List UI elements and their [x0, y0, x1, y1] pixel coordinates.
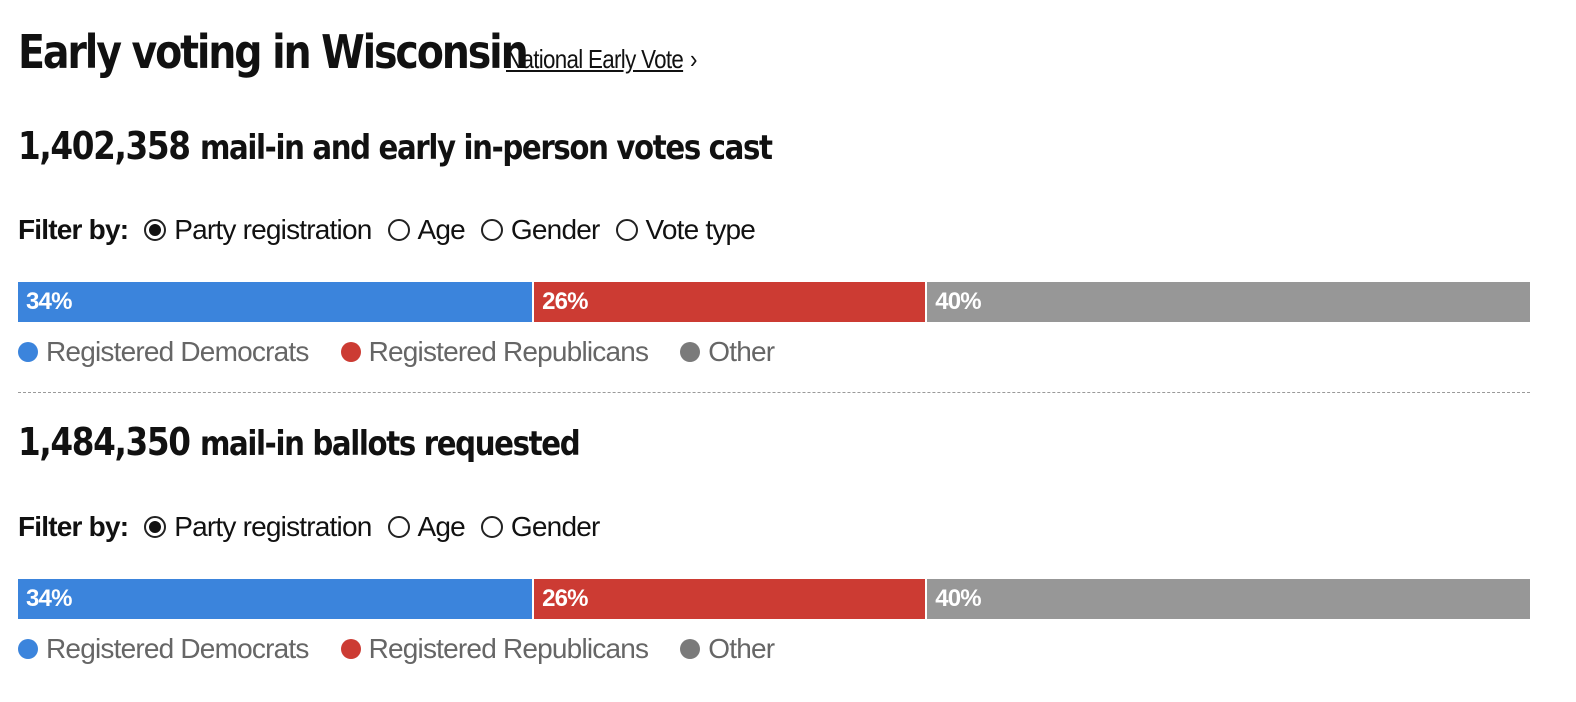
votes-cast-label: mail-in and early in-person votes cast [199, 128, 773, 168]
radio-icon[interactable] [480, 219, 503, 241]
legend-item-democrats: Registered Democrats [18, 336, 309, 368]
filter-option-age[interactable]: Age [387, 511, 466, 543]
legend-label: Registered Democrats [46, 336, 309, 367]
filter-option-gender[interactable]: Gender [480, 511, 600, 543]
filter-option-vote-type[interactable]: Vote type [615, 214, 756, 246]
legend-dot-icon [340, 639, 361, 659]
legend-label: Registered Republicans [368, 633, 649, 664]
radio-icon[interactable] [615, 219, 638, 241]
legend-item-other: Other [680, 633, 775, 665]
bar-segment-republicans: 26% [532, 282, 926, 322]
radio-checked-icon[interactable] [144, 219, 167, 241]
ballots-requested-label: mail-in ballots requested [199, 424, 581, 464]
chevron-right-icon: › [689, 44, 697, 74]
legend-dot-icon [340, 342, 361, 362]
legend-dot-icon [680, 342, 701, 362]
bar-segment-other: 40% [925, 282, 1530, 322]
radio-icon[interactable] [387, 219, 410, 241]
filter-option-party-registration[interactable]: Party registration [144, 511, 372, 543]
legend-item-republicans: Registered Republicans [340, 336, 649, 368]
bar-segment-democrats: 34% [18, 282, 533, 322]
legend-item-other: Other [680, 336, 775, 368]
legend-label: Registered Republicans [368, 336, 649, 367]
legend-label: Other [708, 336, 775, 367]
filter-option-label: Party registration [174, 511, 372, 542]
ballots-requested-count: 1,484,350 [18, 420, 191, 464]
filter-option-label: Gender [510, 214, 600, 245]
bar-segment-other: 40% [925, 579, 1530, 619]
radio-icon[interactable] [387, 516, 410, 538]
filter-option-age[interactable]: Age [387, 214, 466, 246]
page-title: Early voting in Wisconsin [18, 25, 529, 79]
party-share-bar: 34% 26% 40% [18, 282, 1530, 322]
bar-segment-republicans: 26% [532, 579, 926, 619]
filter-option-label: Age [417, 214, 466, 245]
legend-item-republicans: Registered Republicans [340, 633, 649, 665]
votes-cast-count: 1,402,358 [18, 124, 191, 168]
filter-option-label: Party registration [174, 214, 372, 245]
filter-label: Filter by: [18, 511, 129, 542]
filter-label: Filter by: [18, 214, 129, 245]
filter-option-label: Gender [510, 511, 600, 542]
legend: Registered Democrats Registered Republic… [18, 336, 806, 368]
filter-group-votes-cast: Filter by: Party registration Age Gender… [18, 214, 771, 246]
legend-dot-icon [18, 639, 38, 659]
radio-checked-icon[interactable] [144, 516, 167, 538]
bar-segment-democrats: 34% [18, 579, 533, 619]
legend-label: Other [708, 633, 775, 664]
legend-label: Registered Democrats [46, 633, 309, 664]
section-divider [18, 392, 1530, 393]
votes-cast-headline: 1,402,358 mail-in and early in-person vot… [18, 124, 773, 168]
national-early-vote-link[interactable]: National Early Vote › [506, 44, 697, 75]
legend-dot-icon [680, 639, 701, 659]
filter-option-label: Vote type [645, 214, 756, 245]
ballots-requested-headline: 1,484,350 mail-in ballots requested [18, 420, 581, 464]
national-early-vote-link-label: National Early Vote [506, 44, 684, 74]
party-share-bar: 34% 26% 40% [18, 579, 1530, 619]
filter-group-ballots-requested: Filter by: Party registration Age Gender [18, 511, 616, 543]
legend-dot-icon [18, 342, 38, 362]
legend: Registered Democrats Registered Republic… [18, 633, 806, 665]
filter-option-gender[interactable]: Gender [480, 214, 600, 246]
legend-item-democrats: Registered Democrats [18, 633, 309, 665]
filter-option-label: Age [417, 511, 466, 542]
filter-option-party-registration[interactable]: Party registration [144, 214, 372, 246]
radio-icon[interactable] [480, 516, 503, 538]
